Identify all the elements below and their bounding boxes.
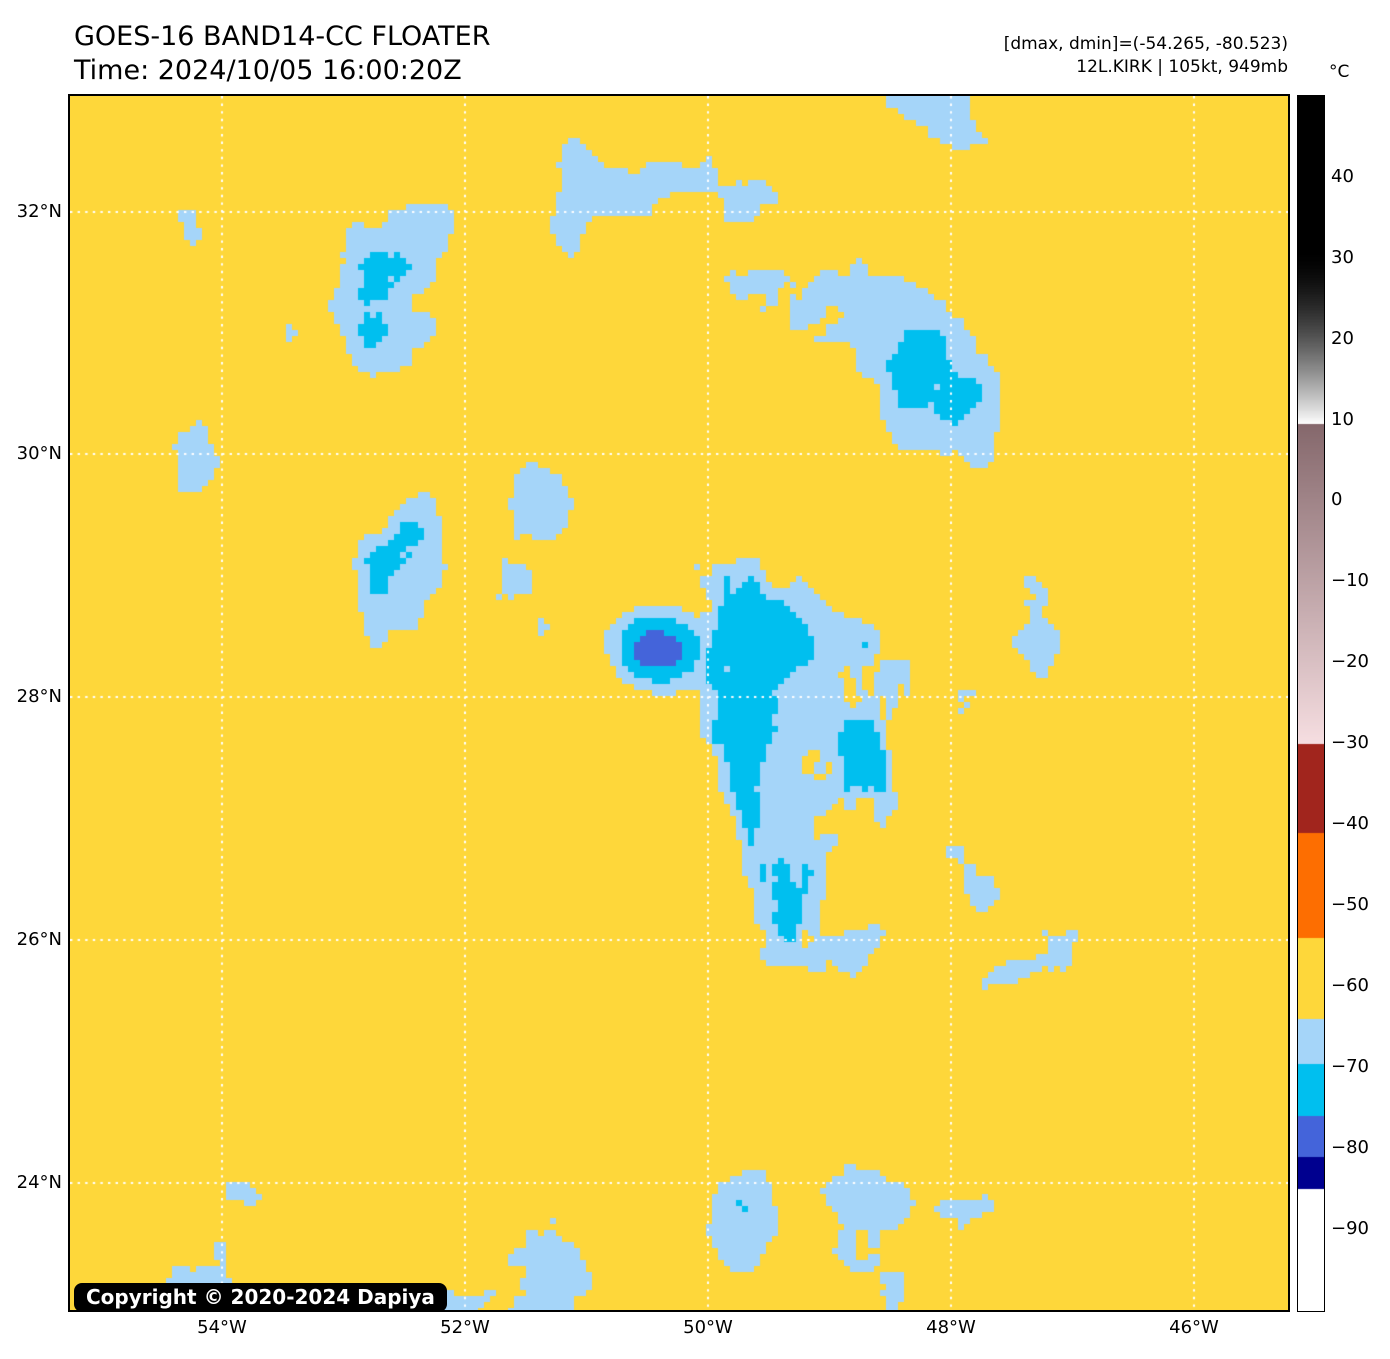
lat-label-26n: 26°N xyxy=(16,929,62,950)
readout-block: [dmax, dmin]=(-54.265, -80.523) 12L.KIRK… xyxy=(1004,33,1288,79)
storm-readout: 12L.KIRK | 105kt, 949mb xyxy=(1076,57,1288,77)
dmax-dmin-readout: [dmax, dmin]=(-54.265, -80.523) xyxy=(1003,34,1288,54)
lon-label-46w: 46°W xyxy=(1169,1317,1219,1338)
colorbar-canvas xyxy=(1298,96,1324,1311)
colorbar-tick-m20: −20 xyxy=(1331,651,1369,672)
page-title: GOES-16 BAND14-CC FLOATER xyxy=(74,21,491,52)
satellite-image-canvas xyxy=(70,96,1288,1310)
header-block: GOES-16 BAND14-CC FLOATER Time: 2024/10/… xyxy=(74,20,491,88)
copyright-badge: Copyright © 2020-2024 Dapiya xyxy=(74,1283,447,1312)
colorbar-tick-m60: −60 xyxy=(1331,975,1369,996)
lat-label-24n: 24°N xyxy=(16,1172,62,1193)
colorbar-tick-m10: −10 xyxy=(1331,570,1369,591)
colorbar-frame xyxy=(1297,95,1325,1312)
lat-label-32n: 32°N xyxy=(16,201,62,222)
colorbar-tick-m30: −30 xyxy=(1331,732,1369,753)
colorbar-tick-20: 20 xyxy=(1331,328,1354,349)
lat-label-30n: 30°N xyxy=(16,443,62,464)
lon-label-50w: 50°W xyxy=(683,1317,733,1338)
colorbar-tick-m70: −70 xyxy=(1331,1056,1369,1077)
colorbar-tick-10: 10 xyxy=(1331,409,1354,430)
colorbar-tick-m80: −80 xyxy=(1331,1137,1369,1158)
colorbar-tick-30: 30 xyxy=(1331,247,1354,268)
lon-label-52w: 52°W xyxy=(440,1317,490,1338)
lon-label-48w: 48°W xyxy=(926,1317,976,1338)
colorbar-tick-m90: −90 xyxy=(1331,1218,1369,1239)
satellite-map-frame: Copyright © 2020-2024 Dapiya xyxy=(68,94,1290,1312)
lat-label-28n: 28°N xyxy=(16,686,62,707)
colorbar-tick-m40: −40 xyxy=(1331,813,1369,834)
lon-label-54w: 54°W xyxy=(197,1317,247,1338)
colorbar-tick-m50: −50 xyxy=(1331,894,1369,915)
colorbar-tick-40: 40 xyxy=(1331,166,1354,187)
colorbar-tick-0: 0 xyxy=(1331,489,1343,510)
colorbar-unit-label: °C xyxy=(1329,62,1350,82)
page-time: Time: 2024/10/05 16:00:20Z xyxy=(74,55,462,86)
